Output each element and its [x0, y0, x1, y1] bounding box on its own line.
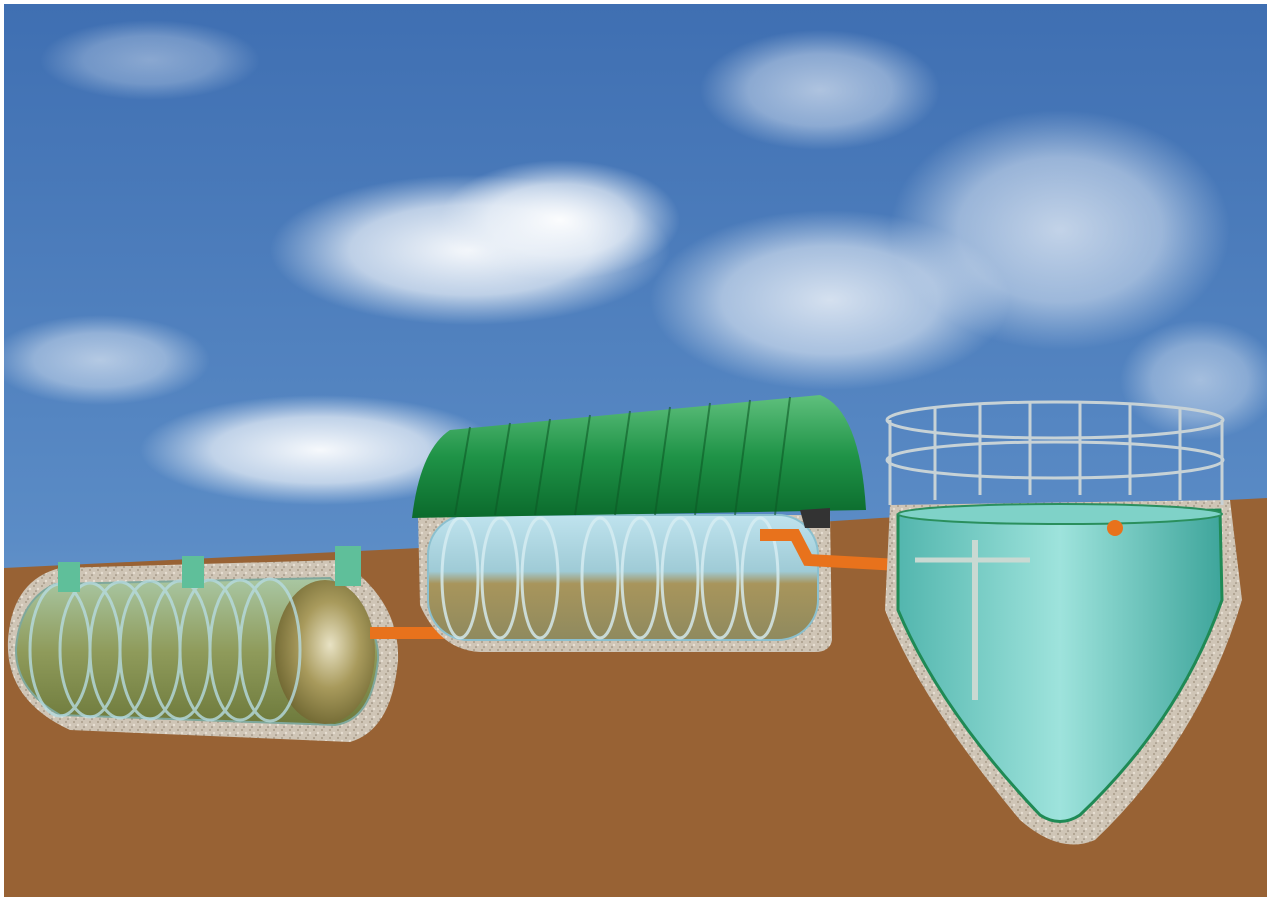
conical-tank — [885, 400, 1242, 845]
cylindrical-tank — [7, 546, 399, 742]
covered-tank — [412, 395, 866, 652]
clouds — [0, 20, 1271, 505]
pipe — [760, 529, 901, 571]
